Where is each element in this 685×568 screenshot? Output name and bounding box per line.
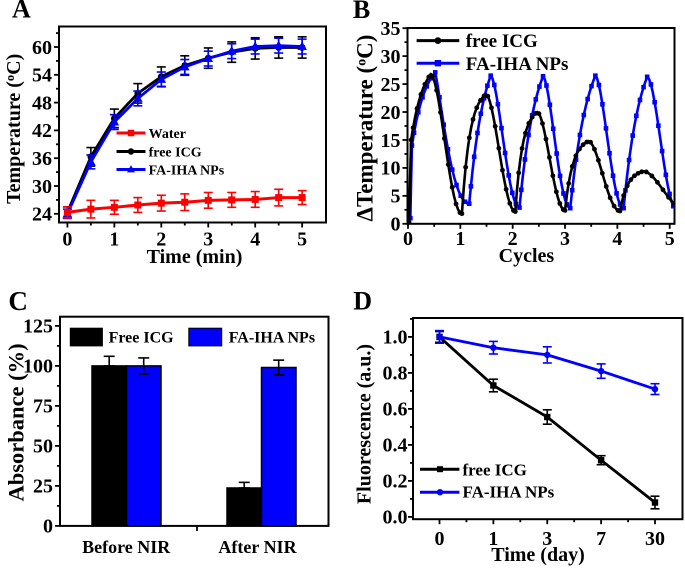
svg-text:ΔTemperature (oC): ΔTemperature (oC) bbox=[353, 35, 378, 222]
svg-text:0.0: 0.0 bbox=[383, 507, 408, 529]
svg-text:0.2: 0.2 bbox=[383, 471, 408, 493]
svg-text:0.6: 0.6 bbox=[383, 399, 408, 421]
svg-text:3: 3 bbox=[203, 228, 213, 250]
svg-text:FA-IHA NPs: FA-IHA NPs bbox=[229, 330, 315, 347]
svg-text:1: 1 bbox=[488, 528, 498, 550]
svg-text:0: 0 bbox=[43, 516, 53, 538]
svg-text:Time (min): Time (min) bbox=[147, 246, 243, 268]
svg-text:0: 0 bbox=[403, 228, 413, 250]
svg-text:54: 54 bbox=[32, 65, 52, 87]
svg-text:0.8: 0.8 bbox=[383, 363, 408, 385]
svg-text:Fluorescence (a.u.): Fluorescence (a.u.) bbox=[354, 344, 376, 504]
svg-text:FA-IHA NPs: FA-IHA NPs bbox=[463, 482, 555, 501]
svg-text:1: 1 bbox=[455, 228, 465, 250]
svg-text:Before NIR: Before NIR bbox=[82, 537, 171, 557]
svg-text:10: 10 bbox=[381, 158, 401, 180]
svg-text:48: 48 bbox=[32, 92, 52, 114]
svg-text:Water: Water bbox=[149, 127, 186, 142]
svg-text:25: 25 bbox=[381, 74, 401, 96]
svg-text:0: 0 bbox=[62, 228, 72, 250]
svg-text:A: A bbox=[12, 0, 31, 24]
svg-text:75: 75 bbox=[33, 396, 53, 418]
svg-text:After NIR: After NIR bbox=[218, 537, 297, 557]
svg-text:2: 2 bbox=[156, 228, 166, 250]
svg-text:42: 42 bbox=[32, 120, 52, 142]
svg-text:Temperature (oC): Temperature (oC) bbox=[3, 54, 25, 204]
svg-text:FA-IHA NPs: FA-IHA NPs bbox=[466, 54, 569, 75]
svg-text:3: 3 bbox=[542, 528, 552, 550]
svg-text:24: 24 bbox=[32, 204, 52, 226]
svg-text:5: 5 bbox=[665, 228, 675, 250]
svg-text:30: 30 bbox=[645, 528, 665, 550]
svg-text:5: 5 bbox=[297, 228, 307, 250]
svg-text:free ICG: free ICG bbox=[149, 145, 202, 160]
svg-text:125: 125 bbox=[23, 316, 53, 338]
svg-text:36: 36 bbox=[32, 148, 52, 170]
svg-text:FA-IHA NPs: FA-IHA NPs bbox=[149, 163, 225, 178]
svg-text:5: 5 bbox=[391, 186, 401, 208]
svg-text:B: B bbox=[353, 0, 370, 24]
svg-text:free ICG: free ICG bbox=[466, 31, 538, 52]
svg-text:60: 60 bbox=[32, 37, 52, 59]
svg-text:35: 35 bbox=[381, 18, 401, 40]
svg-text:4: 4 bbox=[612, 228, 622, 250]
svg-text:D: D bbox=[353, 287, 372, 316]
svg-text:7: 7 bbox=[596, 528, 606, 550]
svg-text:25: 25 bbox=[33, 476, 53, 498]
svg-text:4: 4 bbox=[250, 228, 260, 250]
svg-text:free ICG: free ICG bbox=[463, 461, 527, 480]
svg-text:1: 1 bbox=[109, 228, 119, 250]
svg-text:50: 50 bbox=[33, 436, 53, 458]
svg-text:0: 0 bbox=[391, 214, 401, 236]
svg-text:30: 30 bbox=[381, 46, 401, 68]
svg-text:100: 100 bbox=[23, 356, 53, 378]
svg-text:Absorbance (%): Absorbance (%) bbox=[4, 343, 29, 501]
svg-text:Time (day): Time (day) bbox=[491, 544, 585, 566]
svg-text:3: 3 bbox=[560, 228, 570, 250]
svg-text:30: 30 bbox=[32, 176, 52, 198]
svg-text:Cycles: Cycles bbox=[499, 245, 555, 267]
svg-text:20: 20 bbox=[381, 102, 401, 124]
svg-text:0.4: 0.4 bbox=[383, 435, 408, 457]
svg-text:1.0: 1.0 bbox=[383, 327, 408, 349]
svg-text:2: 2 bbox=[508, 228, 518, 250]
svg-text:15: 15 bbox=[381, 130, 401, 152]
svg-text:Free ICG: Free ICG bbox=[109, 330, 175, 347]
svg-text:0: 0 bbox=[435, 528, 445, 550]
svg-text:C: C bbox=[8, 286, 28, 316]
